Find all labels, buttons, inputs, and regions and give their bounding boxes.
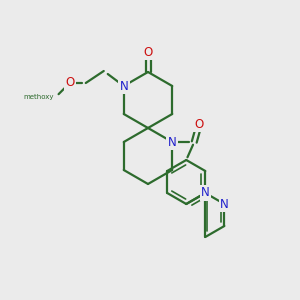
Text: N: N [168, 136, 177, 148]
Text: O: O [143, 46, 153, 59]
Text: O: O [65, 76, 74, 89]
Text: N: N [201, 187, 210, 200]
Text: methoxy: methoxy [23, 94, 54, 100]
Text: O: O [195, 118, 204, 130]
Text: N: N [119, 80, 128, 92]
Text: N: N [220, 197, 229, 211]
